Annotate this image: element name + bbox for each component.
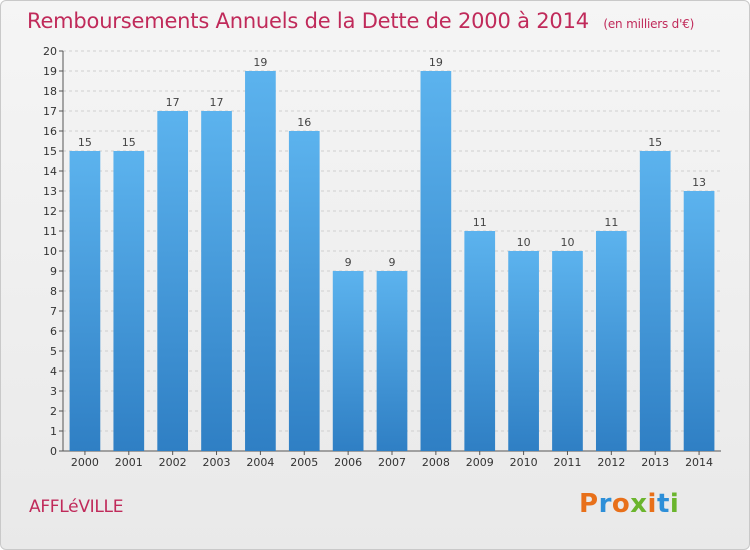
y-tick-label: 19 — [43, 65, 57, 78]
y-tick-label: 2 — [50, 405, 57, 418]
y-tick-label: 9 — [50, 265, 57, 278]
x-tick-label: 2004 — [246, 456, 274, 469]
y-tick-label: 15 — [43, 145, 57, 158]
x-tick-label: 2001 — [115, 456, 143, 469]
bar-2003 — [201, 111, 232, 451]
y-tick-label: 5 — [50, 345, 57, 358]
bar-2001 — [113, 151, 145, 451]
x-tick-label: 2011 — [553, 456, 581, 469]
bar-value-label: 17 — [166, 96, 180, 109]
y-tick-label: 10 — [43, 245, 57, 258]
y-tick-label: 16 — [43, 125, 57, 138]
bar-value-label: 9 — [345, 256, 352, 269]
bar-2012 — [595, 231, 627, 451]
bar-2000 — [69, 151, 101, 451]
x-tick-label: 2005 — [290, 456, 318, 469]
bar-2007 — [376, 271, 408, 451]
bar-value-label: 9 — [389, 256, 396, 269]
bar-value-label: 19 — [253, 56, 267, 69]
x-tick-label: 2010 — [510, 456, 538, 469]
logo-letter: t — [656, 489, 670, 519]
x-tick-label: 2006 — [334, 456, 362, 469]
bar-2002 — [157, 111, 189, 451]
logo-letter: P — [579, 489, 599, 519]
bar-value-label: 16 — [297, 116, 311, 129]
bar-2011 — [552, 251, 583, 451]
y-tick-label: 4 — [50, 365, 57, 378]
logo-letter: i — [669, 489, 680, 519]
bar-value-label: 19 — [429, 56, 443, 69]
y-tick-label: 11 — [43, 225, 57, 238]
bar-2006 — [332, 271, 364, 451]
x-tick-label: 2008 — [422, 456, 450, 469]
bar-2009 — [464, 231, 496, 451]
y-tick-label: 14 — [43, 165, 57, 178]
bars — [69, 71, 715, 451]
bar-value-label: 15 — [648, 136, 662, 149]
chart-title: Remboursements Annuels de la Dette de 20… — [27, 9, 694, 33]
x-tick-label: 2009 — [466, 456, 494, 469]
y-tick-label: 0 — [50, 445, 57, 458]
y-tick-label: 8 — [50, 285, 57, 298]
bar-value-label: 10 — [517, 236, 531, 249]
y-tick-label: 1 — [50, 425, 57, 438]
bar-value-label: 13 — [692, 176, 706, 189]
chart-title-text: Remboursements Annuels de la Dette de 20… — [27, 9, 589, 33]
bar-2005 — [288, 131, 320, 451]
y-tick-label: 13 — [43, 185, 57, 198]
bar-2014 — [683, 191, 715, 451]
chart-subtitle: (en milliers d'€) — [603, 17, 695, 31]
bar-value-label: 11 — [604, 216, 618, 229]
x-tick-label: 2003 — [203, 456, 231, 469]
y-tick-label: 7 — [50, 305, 57, 318]
bar-2008 — [420, 71, 452, 451]
logo-letter: i — [647, 489, 657, 519]
bar-value-label: 11 — [473, 216, 487, 229]
logo-letter: x — [630, 489, 648, 519]
y-tick-label: 17 — [43, 105, 57, 118]
y-tick-label: 3 — [50, 385, 57, 398]
bar-value-label: 10 — [560, 236, 574, 249]
logo-letter: r — [598, 489, 612, 519]
x-tick-label: 2002 — [159, 456, 187, 469]
y-tick-label: 18 — [43, 85, 57, 98]
logo-letter: o — [611, 489, 631, 519]
proxiti-logo[interactable]: Proxiti — [579, 489, 679, 519]
y-tick-label: 20 — [43, 45, 57, 58]
y-tick-label: 6 — [50, 325, 57, 338]
bar-2004 — [245, 71, 276, 451]
x-tick-label: 2012 — [597, 456, 625, 469]
commune-name: AFFLéVILLE — [29, 497, 124, 517]
y-tick-label: 12 — [43, 205, 57, 218]
x-tick-label: 2014 — [685, 456, 713, 469]
x-tick-label: 2013 — [641, 456, 669, 469]
bar-labels: 15 15 17 17 19 16 9 9 19 11 10 10 11 15 13 — [78, 56, 706, 269]
bar-value-label: 15 — [122, 136, 136, 149]
x-tick-label: 2007 — [378, 456, 406, 469]
bar-2010 — [508, 251, 539, 451]
bar-2013 — [639, 151, 671, 451]
x-tick-label: 2000 — [71, 456, 99, 469]
bar-value-label: 17 — [210, 96, 224, 109]
bar-value-label: 15 — [78, 136, 92, 149]
